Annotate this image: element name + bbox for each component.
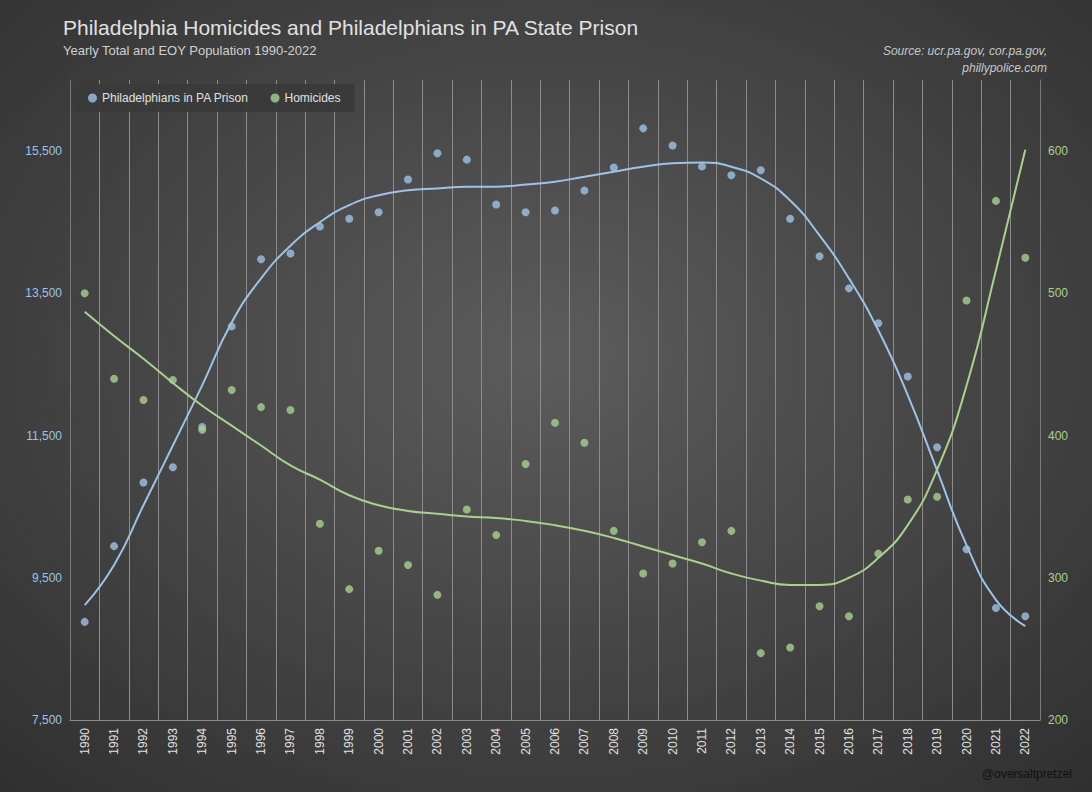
svg-text:2009: 2009 <box>636 728 650 755</box>
svg-text:1999: 1999 <box>342 728 356 755</box>
svg-text:2000: 2000 <box>372 728 386 755</box>
svg-text:Yearly Total and EOY Populatio: Yearly Total and EOY Population 1990-202… <box>63 43 316 58</box>
svg-text:1992: 1992 <box>136 728 150 755</box>
svg-text:2014: 2014 <box>783 728 797 755</box>
svg-text:Source: ucr.pa.gov, cor.pa.gov: Source: ucr.pa.gov, cor.pa.gov, <box>883 44 1047 58</box>
svg-text:200: 200 <box>1048 713 1068 727</box>
svg-text:2010: 2010 <box>666 728 680 755</box>
svg-text:9,500: 9,500 <box>32 571 62 585</box>
svg-text:2017: 2017 <box>871 728 885 755</box>
svg-text:2013: 2013 <box>754 728 768 755</box>
svg-text:15,500: 15,500 <box>25 144 62 158</box>
svg-text:2011: 2011 <box>695 728 709 754</box>
svg-text:2003: 2003 <box>460 728 474 755</box>
svg-text:600: 600 <box>1048 144 1068 158</box>
svg-text:1996: 1996 <box>254 728 268 755</box>
svg-text:2022: 2022 <box>1018 728 1032 755</box>
svg-text:1991: 1991 <box>107 728 121 755</box>
svg-text:400: 400 <box>1048 429 1068 443</box>
svg-text:7,500: 7,500 <box>32 713 62 727</box>
svg-text:Homicides: Homicides <box>285 91 341 105</box>
svg-text:1995: 1995 <box>225 728 239 755</box>
svg-text:2006: 2006 <box>548 728 562 755</box>
svg-text:@oversaltpretzel: @oversaltpretzel <box>982 767 1072 781</box>
svg-text:2018: 2018 <box>901 728 915 755</box>
svg-text:2020: 2020 <box>960 728 974 755</box>
svg-text:1998: 1998 <box>313 728 327 755</box>
svg-text:2002: 2002 <box>430 728 444 755</box>
svg-text:1997: 1997 <box>283 728 297 755</box>
svg-text:500: 500 <box>1048 286 1068 300</box>
svg-text:2001: 2001 <box>401 728 415 755</box>
svg-text:phillypolice.com: phillypolice.com <box>961 61 1047 75</box>
svg-text:2019: 2019 <box>930 728 944 755</box>
svg-text:2015: 2015 <box>813 728 827 755</box>
svg-text:13,500: 13,500 <box>25 286 62 300</box>
svg-text:1993: 1993 <box>166 728 180 755</box>
svg-text:2021: 2021 <box>989 728 1003 755</box>
svg-text:Philadelphia Homicides and Phi: Philadelphia Homicides and Philadelphian… <box>63 16 638 39</box>
svg-text:2016: 2016 <box>842 728 856 755</box>
svg-text:2005: 2005 <box>519 728 533 755</box>
svg-text:2008: 2008 <box>607 728 621 755</box>
svg-text:300: 300 <box>1048 571 1068 585</box>
svg-text:2012: 2012 <box>724 728 738 755</box>
svg-text:2004: 2004 <box>489 728 503 755</box>
svg-text:11,500: 11,500 <box>26 429 62 443</box>
svg-text:1994: 1994 <box>195 728 209 755</box>
svg-text:1990: 1990 <box>78 728 92 755</box>
svg-text:2007: 2007 <box>577 728 591 755</box>
svg-text:Philadelphians in PA Prison: Philadelphians in PA Prison <box>102 91 248 105</box>
